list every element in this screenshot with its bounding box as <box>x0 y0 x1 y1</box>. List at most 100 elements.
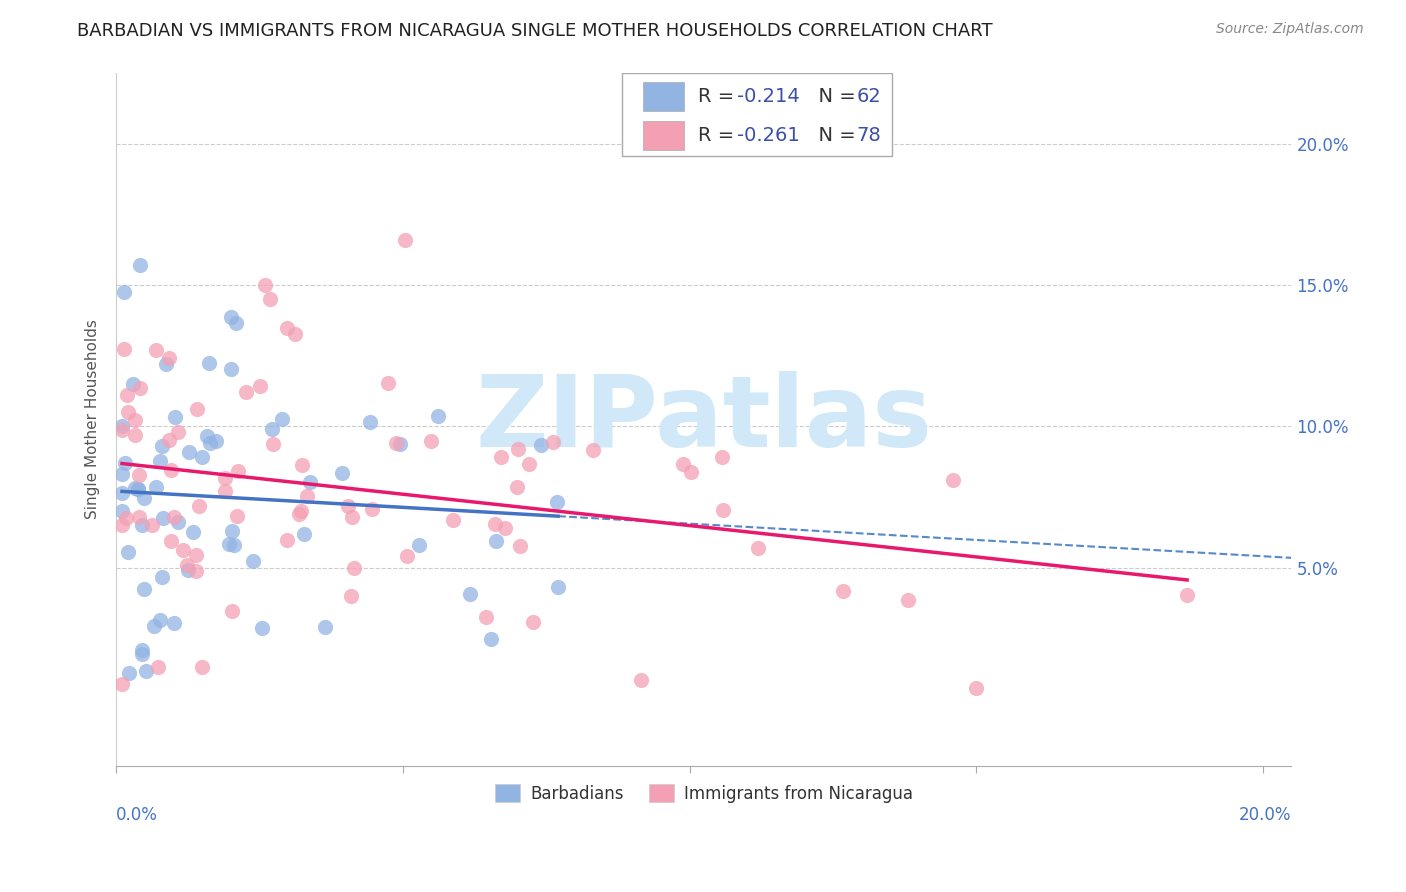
Point <box>128 259 150 273</box>
Point <box>385 436 408 450</box>
Text: R =: R = <box>697 87 741 106</box>
Text: R =: R = <box>697 126 741 145</box>
Point <box>494 521 516 535</box>
Point <box>114 456 136 470</box>
Point <box>288 507 311 521</box>
Point <box>111 504 134 518</box>
Point <box>249 379 271 393</box>
Point <box>165 410 187 425</box>
Point <box>441 513 464 527</box>
Point <box>160 463 183 477</box>
Text: -0.261: -0.261 <box>737 126 800 145</box>
Point <box>224 538 246 552</box>
Point <box>149 613 172 627</box>
Point <box>219 362 242 376</box>
Point <box>191 660 214 674</box>
Point <box>179 444 201 458</box>
Point <box>259 293 281 307</box>
Point <box>205 434 228 448</box>
Point <box>124 481 146 495</box>
Point <box>214 484 236 499</box>
Point <box>141 517 163 532</box>
Point <box>112 343 135 357</box>
Point <box>330 466 353 480</box>
Point <box>426 409 449 423</box>
Point <box>111 423 134 437</box>
Point <box>111 485 134 500</box>
Point <box>214 471 236 485</box>
Point <box>276 533 298 547</box>
Text: 20.0%: 20.0% <box>1239 805 1292 824</box>
Point <box>225 317 247 331</box>
Point <box>111 418 134 433</box>
Point <box>163 509 186 524</box>
Point <box>111 517 134 532</box>
Point <box>159 533 181 548</box>
Point <box>711 450 734 464</box>
Point <box>152 511 174 525</box>
Point <box>340 510 363 524</box>
Point <box>253 278 276 293</box>
Y-axis label: Single Mother Households: Single Mother Households <box>86 319 100 519</box>
Point <box>522 615 544 630</box>
Point <box>148 660 170 674</box>
Point <box>131 647 153 661</box>
Point <box>489 450 512 464</box>
Point <box>547 580 569 594</box>
Point <box>128 468 150 483</box>
Point <box>343 561 366 575</box>
FancyBboxPatch shape <box>621 73 891 156</box>
Point <box>128 509 150 524</box>
Point <box>150 439 173 453</box>
Point <box>505 480 527 494</box>
Point <box>517 457 540 471</box>
Text: -0.214: -0.214 <box>737 87 800 106</box>
Point <box>145 343 167 357</box>
Point <box>235 384 257 399</box>
Point <box>747 541 769 555</box>
Point <box>377 376 399 390</box>
Point <box>221 524 243 538</box>
Point <box>172 542 194 557</box>
Point <box>115 510 138 524</box>
Text: 62: 62 <box>856 87 882 106</box>
Point <box>408 538 430 552</box>
Text: ZIPatlas: ZIPatlas <box>475 371 932 467</box>
Point <box>276 320 298 334</box>
Point <box>260 422 283 436</box>
Point <box>294 527 316 541</box>
Point <box>543 435 565 450</box>
Point <box>115 388 138 402</box>
Point <box>221 310 243 324</box>
Point <box>420 434 443 448</box>
Point <box>359 415 381 429</box>
Point <box>186 402 208 417</box>
Point <box>299 475 322 489</box>
Point <box>188 499 211 513</box>
Point <box>118 666 141 681</box>
Point <box>176 558 198 572</box>
Point <box>127 482 149 496</box>
Point <box>337 500 360 514</box>
Point <box>965 681 987 695</box>
FancyBboxPatch shape <box>643 82 683 111</box>
Point <box>132 491 155 506</box>
Point <box>395 549 418 563</box>
Text: Source: ZipAtlas.com: Source: ZipAtlas.com <box>1216 22 1364 37</box>
Point <box>191 450 214 464</box>
Point <box>143 618 166 632</box>
Point <box>314 620 336 634</box>
Point <box>297 489 319 503</box>
Point <box>458 587 481 601</box>
Point <box>271 412 294 426</box>
Point <box>135 664 157 678</box>
Point <box>942 473 965 487</box>
Legend: Barbadians, Immigrants from Nicaragua: Barbadians, Immigrants from Nicaragua <box>488 778 920 809</box>
Point <box>226 464 249 478</box>
Point <box>394 233 416 247</box>
Point <box>131 643 153 657</box>
Point <box>117 405 139 419</box>
Point <box>184 564 207 578</box>
Point <box>176 563 198 577</box>
Point <box>485 533 508 548</box>
